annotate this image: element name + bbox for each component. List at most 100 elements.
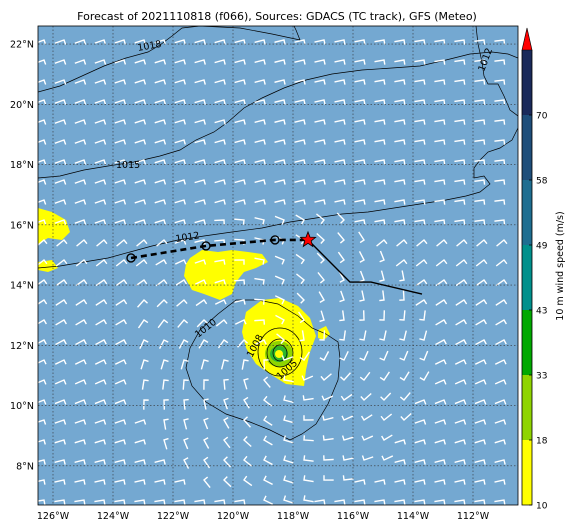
wind-barb — [183, 457, 190, 469]
wind-barb — [115, 319, 127, 326]
wind-shade-area — [38, 208, 70, 244]
wind-barb — [154, 99, 167, 105]
wind-barb — [314, 199, 326, 205]
wind-barb — [154, 79, 167, 85]
wind-barb — [237, 339, 248, 348]
wind-barb — [494, 419, 507, 425]
wind-barb — [134, 219, 147, 225]
wind-barb — [339, 350, 349, 361]
wind-barb — [360, 414, 373, 421]
wind-barb — [314, 139, 326, 145]
wind-barb — [496, 239, 508, 247]
wind-barb — [137, 319, 149, 329]
wind-barb — [317, 272, 325, 284]
wind-barb — [74, 39, 87, 45]
wind-barb — [274, 79, 286, 85]
wind-barb — [94, 99, 107, 105]
wind-barb — [154, 139, 167, 145]
y-tick-label: 18°N — [10, 160, 34, 171]
wind-barb — [234, 139, 246, 145]
wind-barb — [214, 219, 225, 225]
wind-barb — [194, 219, 206, 225]
wind-barb — [154, 219, 167, 225]
wind-barb — [434, 59, 446, 65]
wind-barb — [303, 495, 314, 503]
wind-barb — [182, 379, 189, 390]
wind-barb — [243, 396, 250, 409]
wind-barb — [475, 339, 487, 346]
wind-barb — [303, 455, 314, 462]
wind-barb — [339, 310, 345, 322]
wind-barb — [55, 339, 67, 346]
wind-barb — [474, 219, 486, 225]
wind-barb — [415, 279, 428, 287]
wind-barb — [358, 251, 365, 263]
wind-barb — [54, 79, 67, 85]
colorbar-segment — [522, 310, 532, 375]
ocean-background — [38, 26, 518, 505]
wind-barb — [494, 99, 506, 105]
wind-barb — [454, 379, 467, 385]
wind-barb — [435, 339, 447, 346]
wind-barb — [214, 299, 227, 305]
wind-barb — [314, 79, 326, 85]
colorbar-tick-label: 33 — [536, 372, 547, 382]
wind-barb — [214, 79, 226, 85]
wind-barb — [95, 279, 108, 287]
wind-barb — [414, 39, 426, 45]
wind-barb — [140, 359, 149, 370]
wind-barb — [114, 99, 127, 105]
wind-barb — [54, 119, 67, 125]
wind-barb — [394, 179, 406, 185]
wind-barb — [96, 239, 108, 247]
wind-barb — [414, 439, 426, 445]
wind-barb — [294, 39, 306, 45]
wind-barb — [194, 279, 207, 285]
wind-barb — [283, 395, 294, 404]
wind-barb — [414, 79, 426, 85]
wind-barb — [400, 413, 412, 421]
wind-barb — [283, 375, 294, 383]
wind-barb — [214, 119, 226, 125]
wind-barb — [134, 99, 147, 105]
colorbar-tick-label: 49 — [536, 242, 548, 252]
isobar-1012 — [475, 26, 518, 117]
wind-barb — [434, 359, 447, 365]
wind-barb — [474, 39, 486, 45]
wind-barb — [474, 179, 486, 185]
colorbar-segment — [522, 440, 532, 505]
wind-barb — [494, 499, 506, 505]
wind-barb — [474, 359, 487, 365]
wind-barb — [174, 119, 186, 125]
wind-barb — [223, 476, 232, 488]
wind-barb — [354, 99, 366, 105]
wind-barb — [354, 79, 366, 85]
wind-barb — [55, 259, 68, 267]
wind-barb — [495, 299, 508, 306]
wind-barb — [74, 439, 86, 445]
wind-barb — [155, 279, 168, 287]
wind-barb — [399, 310, 406, 321]
wind-barb — [134, 479, 146, 485]
wind-barb — [494, 459, 506, 465]
wind-barb — [234, 279, 246, 285]
isobar-label-1018: 1018 — [137, 39, 163, 54]
wind-barb — [454, 439, 466, 445]
wind-barb — [174, 39, 186, 45]
wind-barb — [434, 99, 446, 105]
wind-barb — [454, 479, 466, 485]
wind-barb — [214, 279, 226, 285]
map-panel[interactable]: 1018 1015 1012 1012 1010 1008 1005 — [35, 25, 519, 506]
wind-barb — [360, 393, 372, 401]
wind-barb — [303, 435, 314, 442]
wind-barb — [274, 39, 286, 45]
wind-barb — [454, 99, 466, 105]
wind-barb — [455, 259, 468, 267]
wind-barb — [274, 215, 285, 225]
wind-barb — [301, 375, 314, 381]
wind-barb — [254, 277, 265, 285]
wind-barb — [475, 319, 487, 326]
wind-barb — [134, 499, 146, 505]
wind-barb — [379, 330, 387, 341]
wind-barb — [474, 199, 486, 205]
